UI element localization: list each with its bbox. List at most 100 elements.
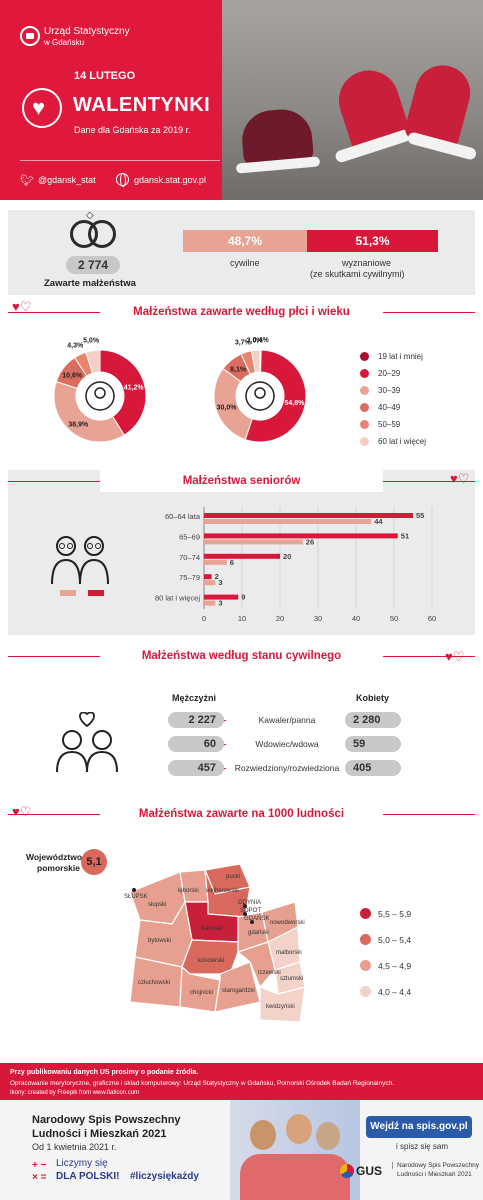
section-title-seniors: Małżeństwa seniorów — [100, 470, 383, 492]
bride-icon — [245, 381, 275, 411]
website-link[interactable]: gdansk.stat.gov.pl — [134, 175, 206, 185]
city-marker — [243, 904, 247, 908]
legend-swatch — [360, 437, 369, 446]
voivodeship-value: 5,1 — [81, 849, 107, 875]
bride-icon-head — [254, 387, 266, 399]
region-starogardzki — [214, 961, 261, 1013]
men-segment-5 — [85, 349, 101, 374]
region-label: SOPOT — [240, 908, 261, 914]
women-label-2: 30,0% — [217, 404, 238, 411]
x-tick-label: 10 — [238, 614, 246, 623]
category-label: 80 lat i więcej — [155, 594, 200, 603]
header-banner: Urząd Statystyczny w Gdańsku 14 LUTEGO ♥… — [0, 0, 483, 200]
twitter-handle[interactable]: @gdansk_stat — [38, 175, 96, 185]
status-label: Wdowiec/wdowa — [226, 739, 348, 749]
category-label: 65–69 — [179, 532, 200, 541]
religious-label: wyznaniowe — [342, 258, 392, 268]
women-segment-5 — [250, 349, 261, 374]
census-banner: Narodowy Spis Powszechny Ludności i Mies… — [0, 1100, 483, 1200]
legend-swatch — [360, 420, 369, 429]
bar-value-label: 3 — [218, 599, 222, 608]
bar-0-4 — [204, 594, 239, 600]
logo-subtext: w Gdańsku — [44, 38, 85, 47]
men-column-header: Mężczyźni — [172, 693, 217, 703]
men-label-4: 4,3% — [67, 343, 84, 350]
men-label-1: 41,2% — [124, 384, 145, 391]
groom-icon — [85, 381, 115, 411]
bar-value-label: 20 — [283, 552, 291, 561]
women-label-0: 0,4% — [253, 337, 270, 344]
region-label: SŁUPSK — [124, 894, 148, 900]
region-kwidzyński — [259, 986, 306, 1023]
region-label: człuchowski — [138, 980, 170, 986]
gus-logo-icon — [340, 1164, 354, 1178]
women-value: 59 — [345, 736, 401, 752]
couple-icon — [56, 712, 118, 773]
census-title: Narodowy Spis Powszechny — [32, 1114, 181, 1126]
legend-swatch — [360, 403, 369, 412]
x-tick-label: 40 — [352, 614, 360, 623]
men-value: 60 — [168, 736, 224, 752]
map-legend-label: 5,5 – 5,9 — [378, 909, 412, 919]
legend-label: 50–59 — [378, 420, 401, 429]
gus-sub: Narodowy Spis Powszechny — [392, 1162, 479, 1169]
seniors-panel — [8, 470, 475, 635]
women-label-1: 54,8% — [285, 400, 306, 407]
men-value: 2 227 — [168, 712, 224, 728]
region-label: chojnicki — [190, 990, 213, 996]
senior-couple-icon — [51, 536, 109, 585]
category-label: 70–74 — [179, 553, 200, 562]
bar-0-0 — [204, 513, 413, 518]
census-cta-button[interactable]: Wejdź na spis.gov.pl — [366, 1116, 472, 1138]
women-segment-1 — [244, 349, 307, 443]
civil-share-bar: 48,7% — [183, 230, 307, 252]
religious-sublabel: (ze skutkami cywilnymi) — [310, 269, 405, 279]
marriages-total-label: Zawarte małżeństwa — [44, 278, 136, 289]
bar-value-label: 51 — [401, 531, 409, 540]
map-legend-swatch — [360, 934, 371, 945]
religious-share-bar: 51,3% — [307, 230, 438, 252]
legend-label: 19 lat i mniej — [378, 352, 423, 361]
legend-label: 30–39 — [378, 386, 401, 395]
women-column-header: Kobiety — [356, 693, 390, 703]
region-lęborski — [179, 869, 209, 903]
date: 14 LUTEGO — [74, 70, 136, 82]
region-label: kościerski — [198, 958, 224, 964]
bar-1-4 — [204, 600, 216, 606]
bar-value-label: 9 — [241, 593, 245, 602]
globe-icon — [116, 173, 129, 187]
twitter-icon: 🐦︎ — [20, 175, 34, 187]
bar-0-3 — [204, 574, 212, 580]
census-date: Od 1 kwietnia 2021 r. — [32, 1142, 117, 1152]
section-title-civil-status: Małżeństwa według stanu cywilnego — [100, 645, 383, 667]
plus-minus-icon: + − — [32, 1160, 47, 1171]
bar-value-label: 26 — [306, 537, 314, 546]
bar-0-1 — [204, 533, 398, 539]
x-tick-label: 60 — [428, 614, 436, 623]
wedding-ring-icon — [88, 220, 116, 248]
women-series-key — [60, 590, 76, 596]
region-label: słupski — [148, 902, 166, 908]
city-marker — [243, 912, 247, 916]
legend-label: 60 lat i więcej — [378, 437, 427, 446]
region-label: lęborski — [178, 888, 199, 894]
section-title-sex-age: Małżeństwa zawarte według płci i wieku — [100, 301, 383, 323]
region-label: tczewski — [258, 970, 281, 976]
category-label: 75–79 — [179, 573, 200, 582]
legend-label: 40–49 — [378, 403, 401, 412]
region-label: bytowski — [148, 938, 171, 944]
category-label: 60–64 lata — [165, 512, 201, 521]
footer-source-note: Przy publikowaniu danych US prosimy o po… — [10, 1069, 199, 1076]
marriages-total: 2 774 — [66, 256, 120, 274]
map-legend-label: 4,5 – 4,9 — [378, 961, 412, 971]
men-series-key — [88, 590, 104, 596]
men-label-2: 38,9% — [68, 421, 89, 428]
men-value: 457 — [168, 760, 224, 776]
map-legend-swatch — [360, 908, 371, 919]
bar-1-3 — [204, 580, 216, 586]
bar-0-2 — [204, 553, 280, 559]
heart-icon: ♥♡ — [445, 649, 465, 664]
page-subtitle: Dane dla Gdańska za 2019 r. — [74, 125, 191, 135]
map-legend-label: 4,0 – 4,4 — [378, 987, 412, 997]
